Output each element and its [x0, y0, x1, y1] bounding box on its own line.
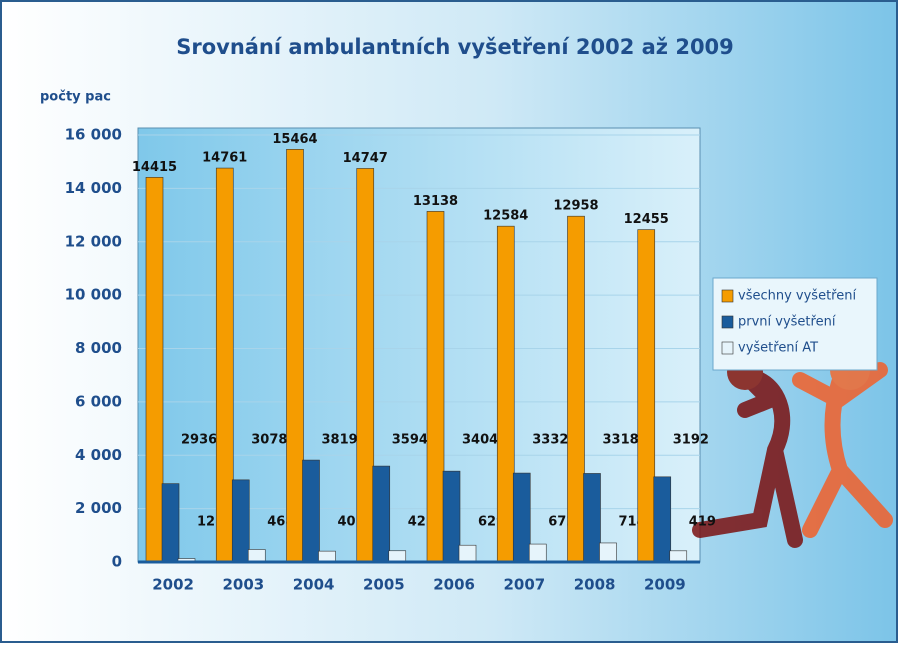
bar [512, 472, 531, 563]
data-label: 3332 [532, 433, 568, 448]
bar [567, 215, 585, 563]
y-tick-label: 10 000 [65, 286, 122, 304]
data-label: 14761 [202, 151, 247, 166]
y-tick-label: 16 000 [65, 126, 122, 144]
legend-box [712, 277, 878, 371]
y-tick-label: 6 000 [75, 392, 122, 410]
bar [286, 149, 304, 563]
bar [318, 550, 336, 563]
x-tick-label: 2004 [293, 576, 335, 594]
bar [388, 550, 407, 563]
data-label: 3594 [392, 433, 428, 448]
bar [215, 167, 234, 563]
bar [458, 544, 477, 563]
data-label: 419 [689, 515, 716, 530]
data-label: 2936 [181, 433, 217, 448]
y-tick-label: 0 [112, 553, 122, 571]
data-label: 3819 [322, 433, 358, 448]
bar [356, 168, 375, 563]
legend-label: vyšetření AT [738, 341, 818, 356]
data-label: 14415 [132, 160, 177, 175]
bar [528, 543, 547, 563]
data-label: 12958 [553, 199, 598, 214]
data-label: 14747 [343, 151, 388, 166]
data-label: 12584 [483, 209, 528, 224]
y-tick-label: 14 000 [65, 179, 122, 197]
bar [426, 211, 445, 563]
bar [496, 225, 515, 563]
data-label: 15464 [272, 132, 317, 147]
bar [669, 550, 688, 563]
x-tick-label: 2006 [433, 576, 475, 594]
legend-swatch [721, 289, 734, 303]
bar [302, 459, 320, 563]
bar [599, 542, 617, 563]
bar [247, 549, 266, 563]
x-tick-label: 2007 [504, 576, 546, 594]
bar [442, 470, 461, 563]
y-tick-label: 8 000 [75, 339, 122, 357]
y-axis-label: počty pac [40, 90, 111, 105]
data-label: 3078 [251, 433, 287, 448]
bar [145, 176, 164, 563]
y-tick-label: 4 000 [75, 446, 122, 464]
x-tick-label: 2002 [152, 576, 194, 594]
data-label: 3404 [462, 433, 498, 448]
x-tick-label: 2005 [363, 576, 405, 594]
legend-swatch [721, 315, 734, 329]
bar [372, 465, 391, 563]
data-label: 3192 [673, 433, 709, 448]
legend-label: první vyšetření [738, 315, 836, 330]
bar [637, 229, 656, 563]
bar [161, 483, 180, 563]
chart-title: Srovnání ambulantních vyšetření 2002 až … [176, 35, 734, 59]
x-tick-label: 2009 [644, 576, 686, 594]
y-tick-label: 2 000 [75, 499, 122, 517]
x-tick-label: 2003 [223, 576, 265, 594]
bar [653, 476, 672, 563]
y-tick-label: 12 000 [65, 232, 122, 250]
legend-label: všechny vyšetření [738, 289, 856, 304]
data-label: 3318 [603, 433, 639, 448]
x-tick-label: 2008 [574, 576, 616, 594]
data-label: 12455 [624, 212, 669, 227]
bar [583, 473, 601, 563]
bar [231, 479, 250, 563]
data-label: 13138 [413, 194, 458, 209]
legend-swatch [721, 341, 734, 355]
